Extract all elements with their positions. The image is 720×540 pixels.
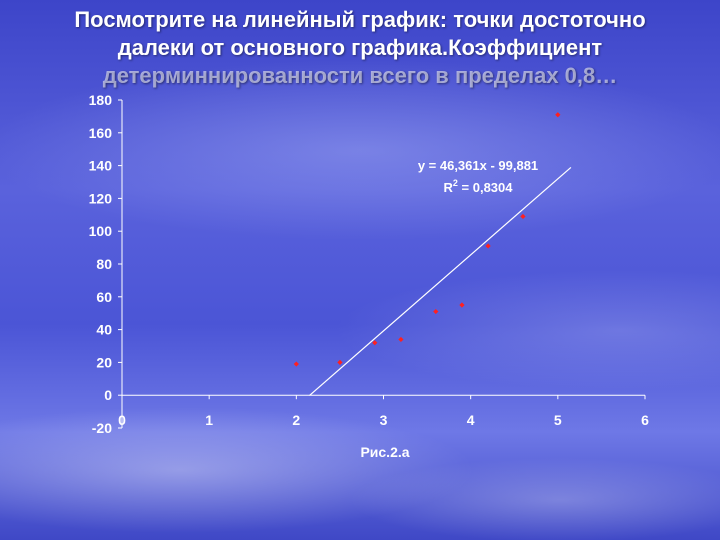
chart-axes [118, 99, 646, 429]
data-point [485, 243, 491, 249]
slide-title: Посмотрите на линейный график: точки дос… [30, 6, 690, 90]
y-tick-labels: -20 0 20 40 60 80 100 120 140 160 180 [89, 92, 113, 436]
data-point [293, 361, 299, 367]
data-point [337, 359, 343, 365]
title-line-3: детерминнированности всего в пределах 0,… [102, 63, 618, 88]
y-tick-label: 140 [89, 158, 113, 174]
r-squared-value: = 0,8304 [458, 180, 513, 195]
x-tick-label: 4 [467, 412, 475, 428]
data-point [433, 308, 439, 315]
y-tick-label: -20 [92, 420, 112, 436]
y-tick-label: 180 [89, 92, 113, 108]
title-line-2: далеки от основного графика.Коэффициент [117, 35, 603, 60]
y-tick-label: 100 [89, 223, 113, 239]
x-tick-label: 1 [205, 412, 213, 428]
y-tick-label: 160 [89, 125, 113, 141]
data-point [520, 213, 526, 220]
title-line-1: Посмотрите на линейный график: точки дос… [74, 7, 646, 32]
data-point [398, 336, 404, 343]
data-point [372, 340, 378, 346]
x-tick-label: 6 [641, 412, 649, 428]
y-tick-label: 120 [89, 190, 113, 206]
figure-caption: Рис.2.а [360, 444, 410, 460]
y-tick-label: 20 [96, 354, 112, 370]
x-tick-labels: 0 1 2 3 4 5 6 [118, 412, 649, 428]
data-point [555, 112, 561, 118]
x-tick-label: 3 [380, 412, 388, 428]
x-tick-label: 2 [292, 412, 300, 428]
y-tick-label: 40 [96, 322, 112, 338]
r-squared-superscript: 2 [453, 178, 458, 188]
y-tick-label: 80 [96, 256, 112, 272]
r-squared-prefix: R [444, 180, 454, 195]
r-squared-label: R2 = 0,8304 [444, 178, 514, 195]
x-tick-label: 5 [554, 412, 562, 428]
data-points [293, 112, 561, 367]
x-tick-label: 0 [118, 412, 126, 428]
y-tick-label: 60 [96, 289, 112, 305]
data-point [459, 302, 465, 308]
y-tick-label: 0 [104, 387, 112, 403]
trendline-equation: y = 46,361x - 99,881 [418, 158, 538, 173]
trendline [309, 166, 572, 396]
